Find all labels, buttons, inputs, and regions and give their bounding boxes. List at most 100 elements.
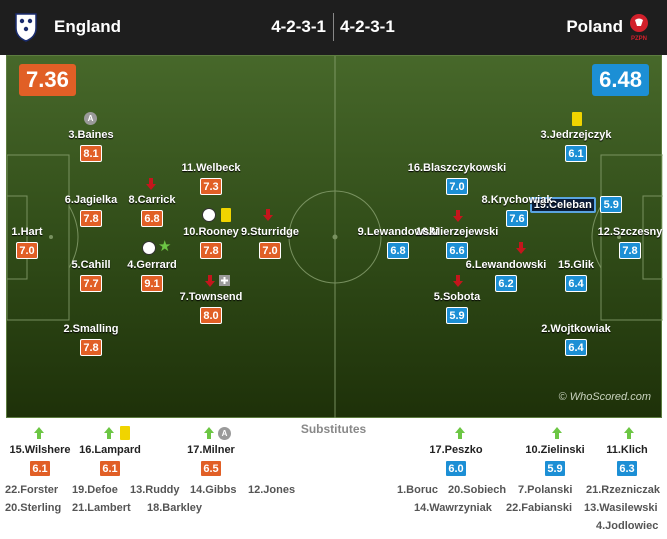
player-rating: 7.3 xyxy=(200,178,222,195)
player-glik[interactable]: 15.Glik 6.4 xyxy=(521,259,631,292)
yellow-card-icon xyxy=(572,112,582,126)
player-gerrard[interactable]: 4.Gerrard 9.1 xyxy=(97,259,207,292)
player-rating: 6.3 xyxy=(616,460,638,477)
bench-player[interactable]: 13.Wasilewski xyxy=(584,502,658,514)
formation-divider xyxy=(333,13,334,41)
player-name: 7.Townsend xyxy=(179,291,243,303)
player-jedrzejczyk[interactable]: 3.Jedrzejczyk 6.1 xyxy=(521,129,631,162)
bench-player[interactable]: 1.Boruc xyxy=(397,484,438,496)
player-name: 19.Celeban xyxy=(529,197,596,213)
injury-icon xyxy=(219,275,230,286)
player-name: 12.Szczesny xyxy=(597,226,663,238)
bench-player[interactable]: 18.Barkley xyxy=(147,502,203,514)
sub-on-arrow-icon xyxy=(34,427,44,439)
home-formation: 4-2-3-1 xyxy=(271,17,326,36)
bench-player[interactable]: 14.Wawrzyniak xyxy=(414,502,492,514)
away-team-name[interactable]: Poland xyxy=(566,17,623,36)
player-baines[interactable]: 3.Baines 8.1 xyxy=(36,129,146,162)
player-rating: 8.1 xyxy=(80,145,102,162)
sub-peszko[interactable]: 17.Peszko 6.0 xyxy=(411,444,501,477)
bench-player[interactable]: 20.Sobiech xyxy=(448,484,507,496)
sub-off-arrow-icon xyxy=(146,178,156,190)
player-szczesny[interactable]: 12.Szczesny 7.8 xyxy=(575,226,667,259)
player-hart[interactable]: 1.Hart 7.0 xyxy=(0,226,82,259)
player-rating: 7.8 xyxy=(80,210,102,227)
sub-off-arrow-icon xyxy=(453,210,463,222)
player-rating: 6.1 xyxy=(99,460,121,477)
bench-player[interactable]: 22.Fabianski xyxy=(506,502,573,514)
bench-player[interactable]: 12.Jones xyxy=(248,484,296,496)
bench-player[interactable]: 7.Polanski xyxy=(518,484,573,496)
player-townsend[interactable]: 7.Townsend 8.0 xyxy=(156,291,266,324)
sub-off-arrow-icon xyxy=(516,242,526,254)
sub-klich[interactable]: 11.Klich 6.3 xyxy=(582,444,667,477)
sub-wilshere[interactable]: 15.Wilshere 6.1 xyxy=(0,444,85,477)
player-name: 17.Milner xyxy=(187,444,235,456)
player-smalling[interactable]: 2.Smalling 7.8 xyxy=(36,323,146,356)
bench-player[interactable]: 21.Rzezniczak xyxy=(586,484,660,496)
player-name: 15.Wilshere xyxy=(9,444,71,456)
sub-milner[interactable]: 17.Milner 6.5 xyxy=(166,444,256,477)
player-name: 6.Lewandowski xyxy=(465,259,547,271)
man-of-the-match-star-icon: ★ xyxy=(158,238,172,255)
home-team-name[interactable]: England xyxy=(54,17,122,36)
sub-off-arrow-icon xyxy=(453,275,463,287)
player-rating: 7.8 xyxy=(200,242,222,259)
player-name: 2.Wojtkowiak xyxy=(541,323,611,335)
player-rating: 7.7 xyxy=(80,275,102,292)
player-name: 10.Zielinski xyxy=(525,444,585,456)
player-name: 11.Klich xyxy=(606,444,648,456)
player-wojtkowiak[interactable]: 2.Wojtkowiak 6.4 xyxy=(521,323,631,356)
player-krychowiak[interactable]: 8.Krychowiak 7.6 xyxy=(462,194,572,227)
bench-player[interactable]: 22.Forster xyxy=(5,484,59,496)
poland-crest-icon: PZPN xyxy=(630,14,648,42)
sub-off-arrow-icon xyxy=(205,275,215,287)
player-welbeck[interactable]: 11.Welbeck 7.3 xyxy=(156,162,266,195)
player-name: 1.Hart xyxy=(11,226,43,238)
assist-icon: A xyxy=(84,112,97,125)
player-celeban[interactable]: 19.Celeban 5.9 xyxy=(521,192,631,213)
player-carrick[interactable]: 8.Carrick 6.8 xyxy=(97,194,207,227)
player-rating: 6.5 xyxy=(200,460,222,477)
player-rating: 7.0 xyxy=(446,178,468,195)
goal-ball-icon xyxy=(142,241,156,255)
player-lewandowski-6[interactable]: 6.Lewandowski 6.2 xyxy=(451,259,561,292)
bench-player[interactable]: 4.Jodlowiec xyxy=(596,520,659,532)
pitch: 7.36 6.48 1.Hart 7.0 A 3.Baines 8.1 6.Ja… xyxy=(6,55,663,419)
player-rating: 6.0 xyxy=(445,460,467,477)
yellow-card-icon xyxy=(120,426,130,440)
player-name: 2.Smalling xyxy=(63,323,119,335)
player-name: 16.Blaszczykowski xyxy=(407,162,507,174)
player-sobota[interactable]: 5.Sobota 5.9 xyxy=(402,291,512,324)
bench-player[interactable]: 20.Sterling xyxy=(5,502,62,514)
player-blaszczykowski[interactable]: 16.Blaszczykowski 7.0 xyxy=(402,162,512,195)
player-name: 5.Cahill xyxy=(71,259,111,271)
pitch-lines xyxy=(7,56,663,419)
sub-on-arrow-icon xyxy=(104,427,114,439)
player-rooney[interactable]: 10.Rooney 7.8 xyxy=(156,226,266,259)
player-sturridge[interactable]: 9.Sturridge 7.0 xyxy=(215,226,325,259)
player-name: 11.Welbeck xyxy=(181,162,241,174)
player-rating: 5.9 xyxy=(446,307,468,324)
player-name: 17.Peszko xyxy=(429,444,483,456)
bench-player[interactable]: 14.Gibbs xyxy=(190,484,237,496)
bench-player[interactable]: 19.Defoe xyxy=(72,484,118,496)
assist-icon: A xyxy=(218,427,231,440)
player-name: 9.Sturridge xyxy=(240,226,300,238)
player-rating: 6.6 xyxy=(446,242,468,259)
player-lewandowski-9[interactable]: 9.Lewandowski 6.8 xyxy=(343,226,453,259)
substitutes-panel: Substitutes 15.Wilshere 6.1 16.Lampard 6… xyxy=(0,418,667,539)
sub-lampard[interactable]: 16.Lampard 6.1 xyxy=(65,444,155,477)
player-name: 6.Jagielka xyxy=(64,194,118,206)
player-jagielka[interactable]: 6.Jagielka 7.8 xyxy=(36,194,146,227)
player-rating: 7.0 xyxy=(16,242,38,259)
player-rating: 9.1 xyxy=(141,275,163,292)
sub-on-arrow-icon xyxy=(455,427,465,439)
away-formation: 4-2-3-1 xyxy=(340,17,395,36)
player-name: 8.Carrick xyxy=(128,194,176,206)
bench-player[interactable]: 13.Ruddy xyxy=(130,484,180,496)
bench-player[interactable]: 21.Lambert xyxy=(72,502,131,514)
player-mierzejewski[interactable]: 10.Mierzejewski 6.6 xyxy=(402,226,512,259)
sub-zielinski[interactable]: 10.Zielinski 5.9 xyxy=(510,444,600,477)
player-cahill[interactable]: 5.Cahill 7.7 xyxy=(36,259,146,292)
